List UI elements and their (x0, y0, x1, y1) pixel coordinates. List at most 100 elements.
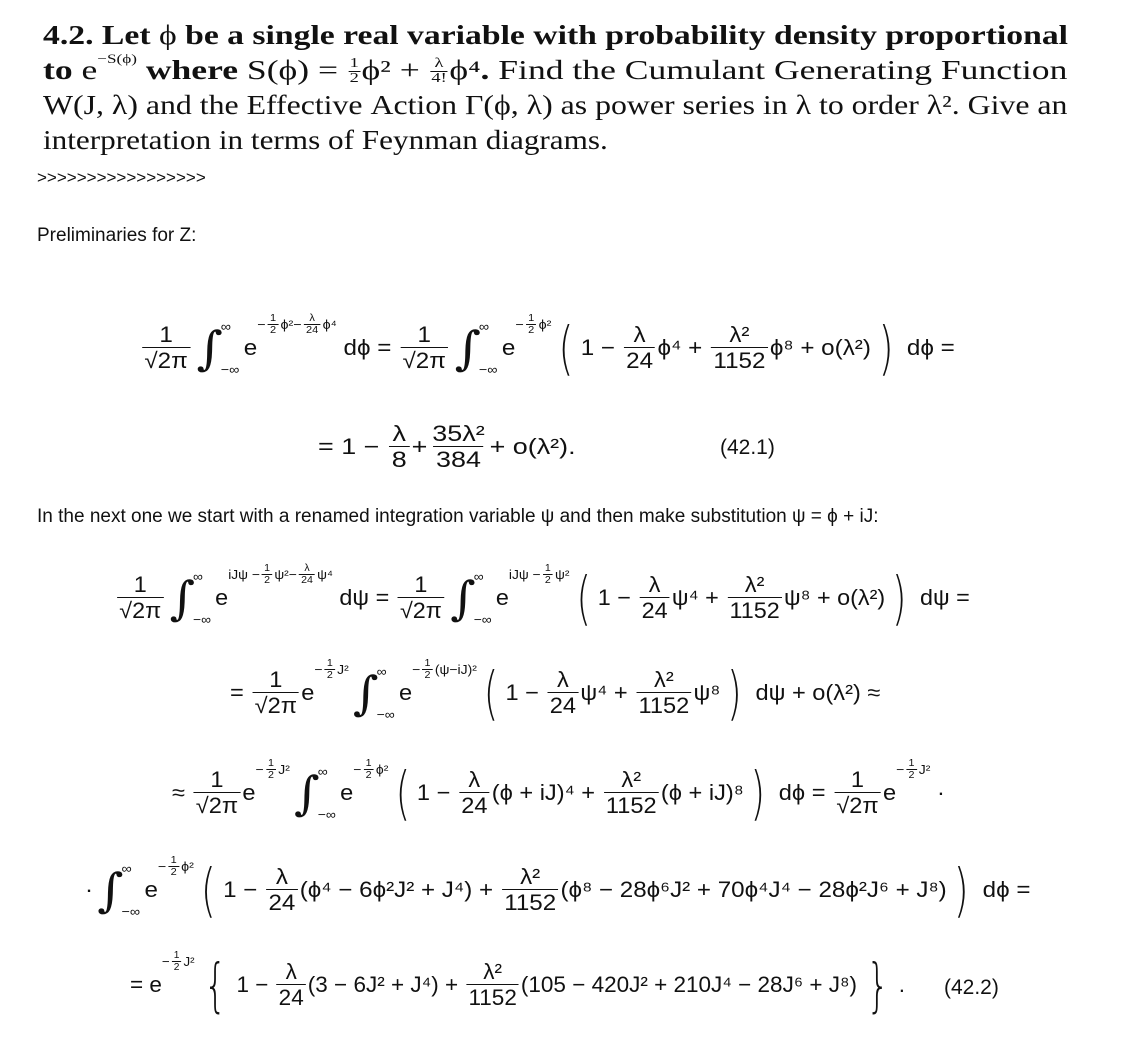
math-text: dϕ = (336, 335, 399, 360)
exponent: iJψ −1 2 ψ² (509, 563, 570, 587)
denominator: 24 (276, 983, 306, 1010)
equation-tag-42-2: (42.2) (944, 976, 999, 999)
math-text: ≈ (172, 780, 192, 805)
denominator: 4! (430, 70, 449, 86)
denominator: √2π (193, 791, 241, 818)
math-text: ϕ⁴ (449, 55, 481, 86)
math-text: ψ⁴ (317, 567, 333, 583)
integral-limits: ∞ −∞ (221, 319, 240, 377)
numerator: 1 (424, 658, 431, 669)
upper-limit: ∞ (193, 569, 203, 584)
denominator: 1152 (711, 346, 768, 373)
numerator: λ (648, 571, 661, 597)
problem-line: 4.2. Let ϕ be a single real variable wit… (43, 20, 1069, 51)
math-text: − (257, 317, 266, 333)
math-text: ϕ² (538, 317, 552, 333)
integral: ∫ ∞ −∞ (353, 664, 395, 722)
math-text: + (411, 433, 428, 459)
upper-limit: ∞ (473, 569, 484, 584)
math-text: dϕ = (900, 335, 955, 360)
integral-sign-icon: ∫ (169, 571, 196, 625)
exponent: −1 2 J² (256, 758, 290, 782)
denominator: 8 (389, 445, 410, 472)
integral: ∫ ∞ −∞ (197, 319, 240, 377)
math-text: + o(λ²). (489, 433, 576, 459)
fraction: λ² 1152 (727, 572, 782, 623)
denominator: 2 (262, 574, 273, 587)
large-delimiter: ( (201, 856, 216, 924)
integral-sign-icon: ∫ (454, 321, 482, 375)
lower-limit: −∞ (121, 904, 141, 919)
math-text: ϕ² (375, 762, 389, 778)
denominator: 24 (639, 596, 670, 623)
denominator: 24 (298, 574, 316, 587)
equation-z-expansion: 1 √2π ∫ ∞ −∞ e −1 2 ϕ²− λ 24 ϕ⁴ dϕ = 1 √2π ∫ ∞ −∞ e −1 2 ϕ²… (140, 313, 955, 377)
numerator: λ (434, 55, 444, 71)
integral: ∫ ∞ −∞ (455, 319, 498, 377)
substitution-text: In the next one we start with a renamed … (37, 506, 879, 527)
math-text: − (353, 762, 362, 778)
math-text: 1 − (223, 877, 265, 902)
numerator: λ² (621, 766, 642, 792)
integral: ∫ ∞ −∞ (294, 764, 336, 822)
math-text: · (930, 780, 945, 805)
bold-text: be a single real variable with probabili… (176, 20, 1069, 51)
large-delimiter: ) (750, 759, 766, 827)
math-text: − (896, 762, 905, 778)
exponent: −1 2 ϕ² (353, 758, 388, 782)
fraction: 1 √2π (117, 571, 164, 623)
numerator: λ (468, 766, 481, 792)
math-text: (ϕ + iJ)⁸ (660, 780, 744, 805)
fraction: λ² 1152 (636, 667, 692, 718)
math-text: Find the Cumulant Generating Function (498, 55, 1068, 86)
math-text: dϕ = (975, 877, 1031, 902)
math-text: J² (918, 762, 931, 778)
numerator: λ (304, 563, 310, 574)
numerator: 1 (133, 571, 147, 597)
denominator: √2π (117, 596, 164, 623)
equation-tag-42-1: (42.1) (720, 436, 775, 459)
math-text: − (157, 859, 167, 875)
math-text: dϕ = (772, 780, 833, 805)
math-text: ϕ (158, 20, 177, 51)
math-text: J² (183, 954, 195, 970)
exponent: −1 2 ϕ² (158, 855, 194, 879)
separator: >>>>>>>>>>>>>>>>> (37, 168, 206, 187)
math-text: − (314, 662, 323, 678)
large-delimiter: ) (892, 564, 907, 632)
equation-source-integral: 1 √2π ∫ ∞ −∞ e iJψ −1 2 ψ²− λ 24 ψ⁴ dψ = 1 √2π ∫ ∞ −∞ e i… (115, 563, 970, 632)
large-delimiter: ( (576, 564, 591, 632)
math-text: 1 − (597, 585, 638, 610)
numerator: 1 (210, 766, 224, 792)
numerator: λ (392, 420, 406, 446)
math-text: = (230, 680, 251, 705)
lower-limit: −∞ (473, 612, 492, 627)
math-text: 1 − (580, 335, 622, 360)
math-text: J² (337, 662, 349, 678)
fraction: λ² 1152 (502, 864, 559, 915)
fraction: λ 24 (623, 322, 656, 373)
math-text: (3 − 6J² + J⁴) + (307, 972, 465, 997)
math-text: (ψ−iJ)² (434, 662, 477, 678)
equation-z-of-j-result: = e −1 2 J²{1 − λ 24 (3 − 6J² + J⁴) + λ² 1152(… (130, 950, 905, 1014)
bold-text: to (43, 55, 82, 86)
upper-limit: ∞ (478, 319, 490, 334)
large-delimiter: ) (953, 856, 969, 924)
integral-limits: ∞ −∞ (193, 569, 211, 627)
fraction: 1 √2π (834, 767, 881, 818)
denominator: √2π (142, 346, 191, 373)
problem-line: to e −S(ϕ) where S(ϕ) = 1 2 ϕ² + λ 4! ϕ⁴. Fin… (43, 51, 1068, 86)
fraction: λ 24 (298, 563, 316, 587)
numerator: λ² (729, 321, 750, 347)
denominator: 1152 (727, 596, 782, 623)
math-text: e (501, 335, 516, 360)
math-text: iJψ − (228, 567, 260, 583)
